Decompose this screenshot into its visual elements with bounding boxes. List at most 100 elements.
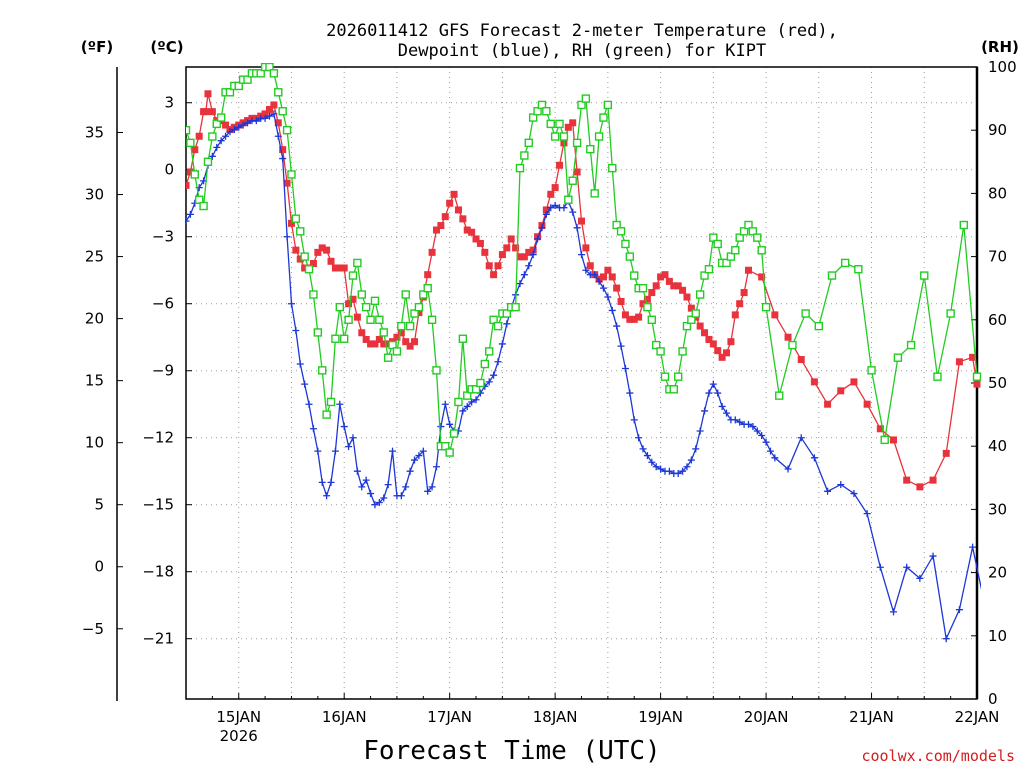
2-meter-temperature-point — [617, 297, 625, 305]
2-meter-temperature-point — [586, 262, 594, 270]
dewpoint-point — [186, 217, 190, 225]
2-meter-temperature-point — [687, 304, 695, 312]
rh-point — [867, 366, 876, 375]
2-meter-temperature-point — [547, 190, 555, 198]
chart-title: 2026011412 GFS Forecast 2-meter Temperat… — [326, 21, 838, 41]
rh-point — [282, 125, 292, 135]
dewpoint-point — [613, 322, 621, 330]
rh-point — [515, 163, 525, 173]
rh-point — [366, 315, 375, 324]
rh-point — [458, 334, 468, 343]
dewpoint-point — [485, 378, 493, 386]
2-meter-temperature-point — [903, 476, 911, 484]
rh-point — [700, 271, 709, 280]
2-meter-temperature-point — [621, 311, 629, 319]
dewpoint-point — [824, 487, 832, 495]
rh-point — [212, 119, 221, 129]
rh-point — [274, 88, 283, 97]
celsius-tick-label: −12 — [142, 429, 174, 447]
dewpoint-point — [301, 380, 309, 388]
rh-point — [379, 328, 388, 337]
dewpoint-point — [718, 402, 726, 410]
rh-point — [854, 265, 863, 274]
fahrenheit-tick-label: 15 — [85, 372, 104, 390]
dewpoint-point — [784, 465, 792, 473]
2-meter-temperature-point — [490, 271, 498, 279]
rh-point — [190, 170, 199, 179]
rh-point — [427, 315, 437, 324]
2-meter-temperature-point — [929, 476, 937, 484]
rh-tick-label: 70 — [988, 248, 1007, 266]
rh-point — [234, 81, 243, 91]
x-tick-label: 21JAN — [849, 708, 894, 726]
dewpoint-point — [582, 266, 590, 274]
rh-point — [269, 69, 279, 78]
dewpoint-point — [208, 152, 216, 160]
celsius-tick-label: −6 — [152, 295, 174, 313]
2-meter-temperature-point — [969, 353, 977, 361]
2-meter-temperature-point — [643, 295, 651, 303]
rh-point — [695, 290, 705, 299]
rh-point — [559, 132, 569, 141]
2-meter-temperature-point — [450, 190, 458, 198]
2-meter-temperature-point — [569, 119, 577, 127]
2-meter-temperature-point — [525, 248, 533, 256]
2-meter-temperature-point — [454, 206, 462, 214]
2-meter-temperature-point — [411, 338, 419, 346]
dewpoint-point — [525, 262, 533, 270]
rh-point — [801, 309, 810, 318]
rh-point — [331, 334, 340, 343]
2-meter-temperature-point — [292, 246, 300, 254]
2-meter-temperature-point — [301, 264, 309, 272]
2-meter-temperature-point — [406, 342, 414, 350]
fahrenheit-tick-label: 5 — [94, 496, 104, 514]
2-meter-temperature-point — [573, 168, 581, 176]
dewpoint-point — [463, 402, 471, 410]
2-meter-temperature-point — [648, 289, 656, 297]
dewpoint-point — [239, 121, 247, 129]
rh-point — [788, 340, 797, 350]
dewpoint-point — [683, 463, 691, 471]
dewpoint-point — [424, 487, 432, 495]
rh-point — [296, 227, 305, 236]
dewpoint-point — [520, 271, 528, 279]
dewpoint-point — [890, 608, 898, 616]
dewpoint-point — [345, 443, 353, 451]
rh-point — [753, 233, 762, 242]
rh-point — [471, 385, 481, 394]
dewpoint-point — [274, 132, 282, 140]
celsius-tick-label: −3 — [152, 228, 174, 246]
rh-point — [348, 271, 358, 280]
rh-point — [208, 132, 217, 141]
dewpoint-point — [687, 456, 695, 464]
2-meter-temperature-point — [564, 123, 572, 131]
2-meter-temperature-point — [639, 300, 647, 308]
dewpoint-point — [406, 467, 414, 475]
dewpoint-point — [771, 454, 779, 462]
rh-point — [357, 290, 366, 299]
dewpoint-point — [652, 463, 660, 471]
2-meter-temperature-point — [542, 206, 550, 214]
dewpoint-line — [186, 112, 981, 641]
rh-point — [656, 347, 665, 356]
rh-point — [476, 378, 485, 388]
dewpoint-point — [578, 251, 585, 259]
rh-point — [533, 107, 542, 116]
rh-point — [309, 290, 318, 299]
2-meter-temperature-point — [459, 215, 467, 223]
rh-point — [432, 366, 441, 375]
2-meter-temperature-point — [582, 244, 590, 252]
rh-point — [485, 347, 494, 356]
dewpoint-point — [428, 483, 436, 491]
2-meter-temperature-point — [432, 226, 440, 234]
2-meter-temperature-point — [705, 335, 713, 343]
2-meter-temperature-point — [657, 273, 665, 281]
rh-point — [739, 227, 749, 236]
2-meter-temperature-point — [661, 271, 669, 279]
2-meter-temperature-point — [784, 333, 792, 341]
x-tick-label: 15JAN — [216, 708, 261, 726]
celsius-tick-label: −21 — [142, 630, 174, 648]
rh-point — [893, 353, 903, 362]
2-meter-temperature-point — [850, 378, 858, 386]
